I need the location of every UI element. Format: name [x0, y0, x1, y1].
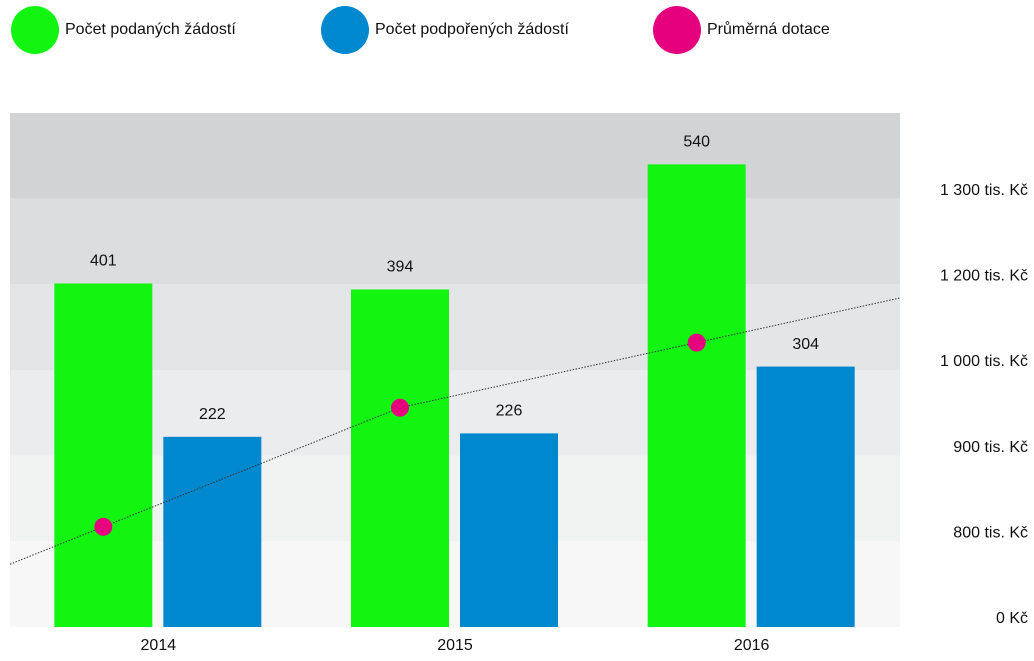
grid-band [10, 198, 900, 285]
x-tick-label: 2016 [734, 637, 770, 654]
y2-tick-label: 800 tis. Kč [953, 525, 1028, 542]
grid-band [10, 455, 900, 542]
grid-band [10, 284, 900, 370]
data-label: 304 [792, 336, 819, 353]
data-label: 394 [387, 259, 414, 276]
legend-label: Počet podpořených žádostí [375, 21, 569, 38]
legend-swatch [11, 6, 59, 54]
y2-tick-label: 1 300 tis. Kč [940, 182, 1028, 199]
legend-label: Počet podaných žádostí [65, 21, 236, 38]
bar [756, 366, 855, 627]
grid-band [10, 541, 900, 627]
bar [351, 289, 449, 627]
y2-tick-label: 900 tis. Kč [953, 439, 1028, 456]
line-point [391, 398, 409, 417]
bar [54, 283, 153, 627]
bar [647, 164, 746, 627]
grid-band [10, 370, 900, 456]
y2-tick-label: 0 Kč [996, 610, 1028, 627]
data-label: 401 [90, 253, 117, 270]
x-tick-label: 2015 [437, 637, 473, 654]
grid-band [10, 113, 900, 199]
data-label: 540 [683, 134, 710, 151]
legend-swatch [321, 6, 369, 54]
x-tick-label: 2014 [141, 637, 177, 654]
data-label: 226 [496, 403, 523, 420]
y2-tick-label: 1 000 tis. Kč [940, 353, 1028, 370]
bar [163, 436, 262, 627]
legend-label: Průměrná dotace [707, 20, 830, 38]
line-point [687, 333, 706, 352]
bar [460, 433, 558, 627]
legend-swatch [653, 6, 701, 54]
data-label: 222 [199, 406, 226, 423]
y2-tick-label: 1 200 tis. Kč [940, 268, 1028, 285]
line-point [94, 517, 113, 536]
